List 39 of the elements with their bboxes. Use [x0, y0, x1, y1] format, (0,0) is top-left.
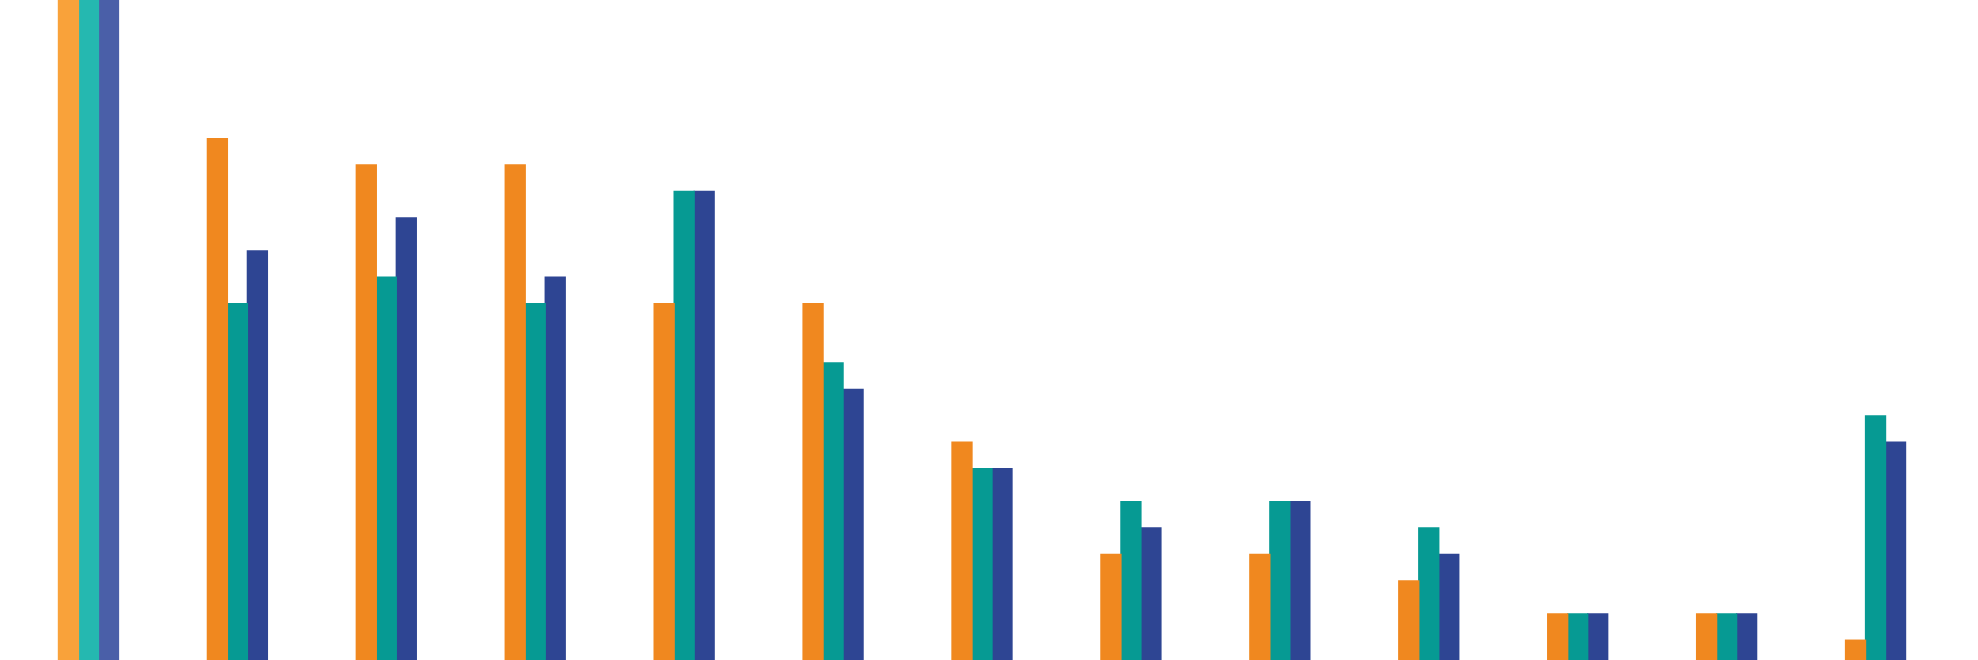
bar [246, 250, 269, 660]
bar [544, 276, 566, 660]
bar [524, 302, 546, 660]
bar [1695, 613, 1718, 660]
bar [1884, 441, 1907, 660]
bar [1715, 613, 1738, 660]
bar [1438, 553, 1460, 660]
bar [226, 302, 249, 660]
bar [97, 0, 120, 660]
bar [822, 362, 844, 660]
bar [1547, 613, 1569, 660]
bar [1864, 415, 1887, 660]
bar [1120, 500, 1142, 660]
bar [206, 137, 229, 660]
bar [1398, 580, 1420, 660]
bar [693, 190, 715, 660]
bar [673, 190, 695, 660]
bar [1289, 500, 1311, 660]
bar [395, 217, 417, 660]
bar [504, 164, 526, 660]
bar [1269, 500, 1291, 660]
bar [991, 467, 1013, 660]
bar [1844, 639, 1867, 660]
bar [1100, 553, 1122, 660]
bar [77, 0, 100, 660]
bar [653, 302, 675, 660]
bar [1249, 553, 1271, 660]
bar [375, 276, 397, 660]
bar [1140, 527, 1162, 660]
bar [802, 302, 824, 660]
bar [842, 388, 864, 660]
bar [1587, 613, 1609, 660]
bar [1735, 613, 1758, 660]
bar [951, 441, 973, 660]
bar [57, 0, 80, 660]
bar [1567, 613, 1589, 660]
bar [971, 467, 993, 660]
bar [355, 164, 377, 660]
bar [1418, 527, 1440, 660]
